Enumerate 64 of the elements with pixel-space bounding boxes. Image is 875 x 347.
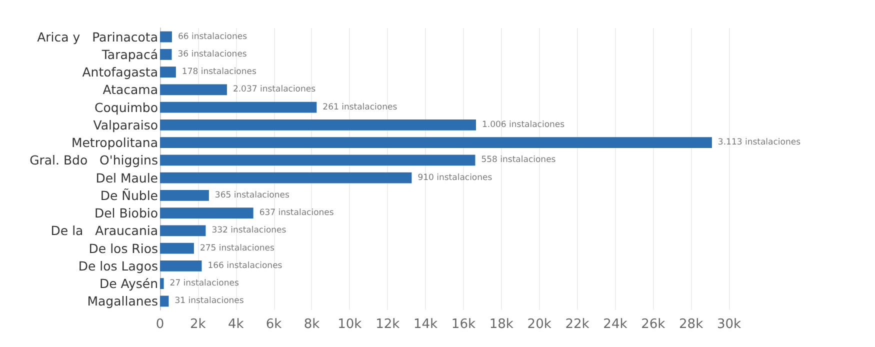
bar (160, 137, 712, 148)
y-tick-label: De la Araucania (50, 223, 158, 238)
annotation: 31 instalaciones (174, 296, 244, 306)
x-tick-label: 30k (716, 317, 742, 332)
bar (160, 154, 476, 166)
annotation: 637 instalaciones (259, 208, 334, 218)
bar (160, 225, 206, 236)
bar (160, 242, 194, 254)
annotation: 36 instalaciones (178, 49, 248, 60)
annotation: 178 instalaciones (182, 67, 257, 78)
x-tick-label: 0 (156, 317, 164, 332)
annotation: 3.113 instalaciones (718, 138, 802, 148)
bar (160, 119, 476, 130)
x-tick-label: 2k (190, 317, 206, 332)
y-tick-label: Tarapacá (100, 46, 158, 62)
annotation: 27 instalaciones (170, 278, 240, 289)
bar (160, 102, 317, 113)
bar (160, 190, 209, 201)
x-tick-label: 18k (489, 317, 514, 332)
y-tick-label: Antofagasta (82, 64, 158, 80)
x-tick-label: 16k (451, 317, 476, 332)
x-tick-label: 26k (641, 317, 666, 332)
y-tick-label: Del Biobio (94, 206, 158, 221)
x-tick-label: 22k (565, 317, 590, 332)
bar (160, 31, 172, 42)
annotation: 365 instalaciones (214, 190, 290, 200)
x-tick-label: 28k (679, 317, 704, 332)
x-tick-label: 8k (304, 317, 320, 332)
y-tick-label: Coquimbo (94, 100, 158, 115)
x-tick-label: 20k (527, 317, 552, 332)
y-tick-label: Magallanes (87, 294, 158, 309)
x-tick-label: 24k (603, 317, 628, 332)
bar (160, 48, 172, 60)
x-tick-label: 10k (338, 317, 362, 332)
y-tick-label: De los Lagos (78, 258, 158, 274)
bar (160, 296, 169, 307)
annotation: 1.006 instalaciones (482, 120, 566, 130)
y-tick-label: Gral. Bdo O'higgins (30, 152, 158, 168)
annotation: 261 instalaciones (322, 102, 398, 112)
y-tick-label: Metropolitana (71, 135, 158, 150)
annotation: 166 instalaciones (208, 260, 283, 271)
bar (160, 208, 254, 219)
bar (160, 172, 412, 184)
x-tick-label: 6k (266, 317, 282, 332)
annotation: 275 instalaciones (200, 243, 276, 254)
x-tick-label: 4k (228, 317, 244, 332)
bar (160, 278, 164, 290)
annotation: 2.037 instalaciones (232, 84, 316, 95)
y-tick-label: Atacama (102, 82, 158, 98)
bar (160, 260, 202, 272)
annotation: 558 instalaciones (481, 155, 556, 166)
annotation: 910 instalaciones (418, 172, 493, 183)
x-tick-label: 12k (376, 317, 400, 332)
y-tick-label: Arica y Parinacota (37, 29, 158, 44)
y-tick-label: Del Maule (96, 170, 158, 186)
y-tick-label: De Aysén (99, 276, 158, 292)
annotation: 66 instalaciones (178, 32, 248, 42)
x-tick-label: 14k (413, 317, 438, 332)
y-tick-label: De los Rios (88, 240, 158, 256)
y-tick-label: De Ñuble (100, 188, 158, 203)
bar (160, 84, 227, 96)
annotation: 332 instalaciones (212, 226, 287, 236)
y-tick-label: Valparaiso (93, 117, 158, 132)
bar (160, 66, 176, 78)
